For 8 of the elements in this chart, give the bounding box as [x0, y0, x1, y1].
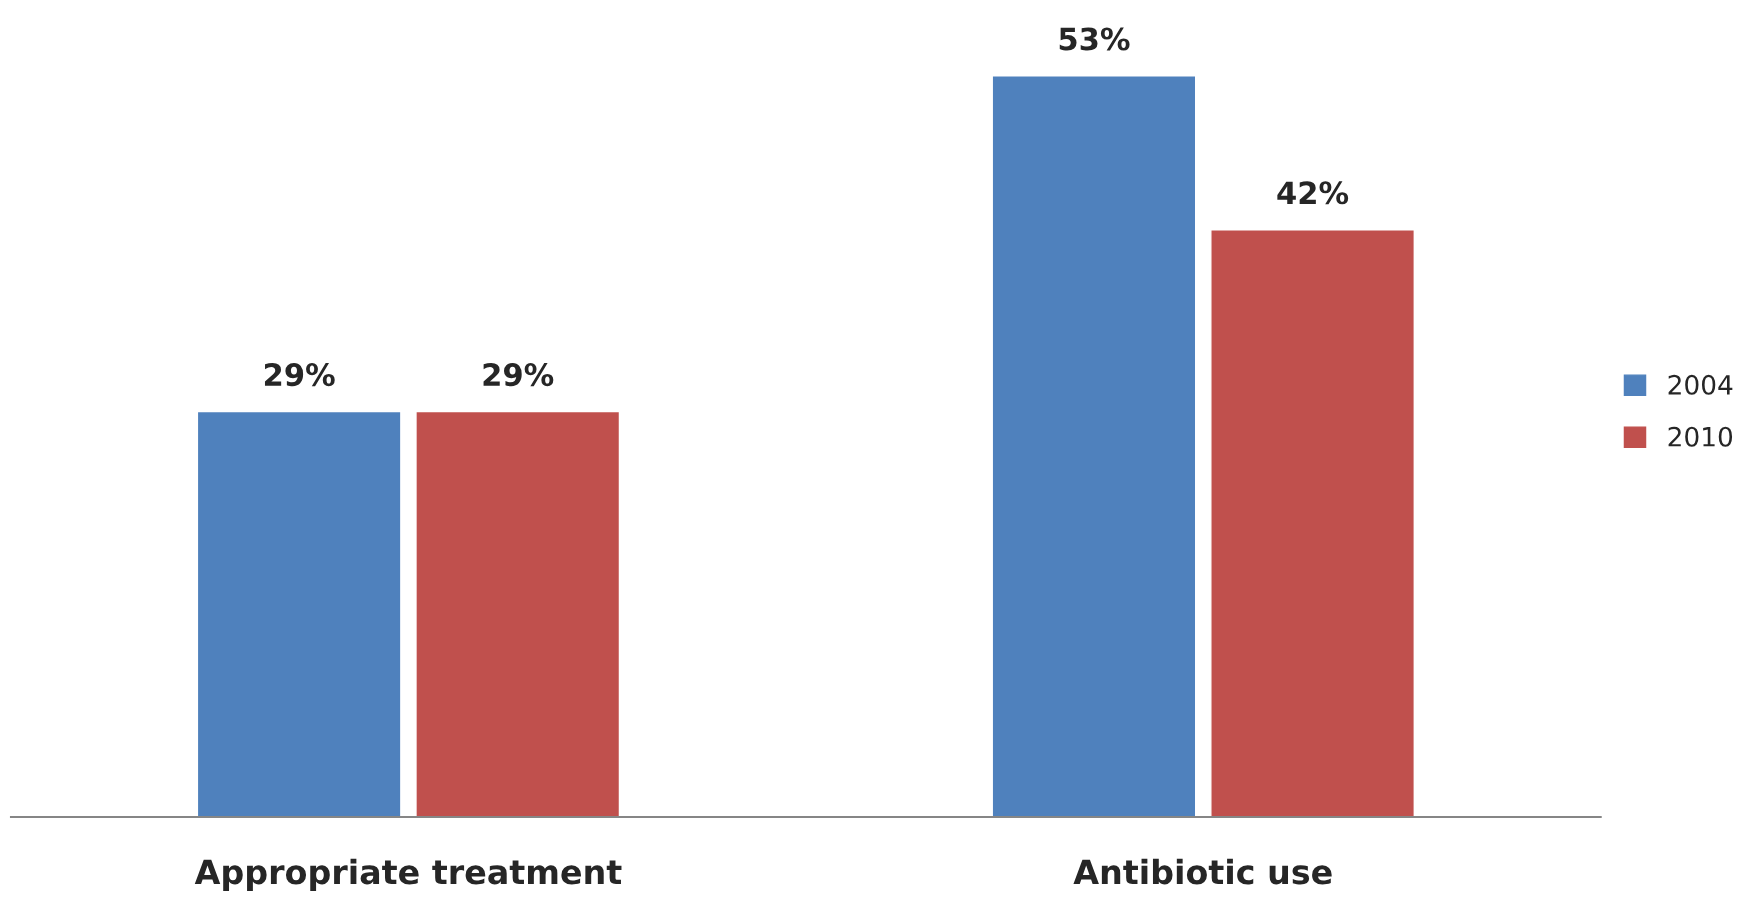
data-label: 29%: [483, 363, 554, 387]
legend-label: 2010: [1668, 426, 1733, 447]
x-tick-label: Appropriate treatment: [194, 858, 622, 891]
x-tick-label: Antibiotic use: [1073, 858, 1332, 885]
legend-label: 2004: [1668, 374, 1733, 395]
data-label: 42%: [1277, 181, 1349, 205]
data-label: 53%: [1059, 27, 1130, 51]
data-label: 29%: [264, 363, 335, 387]
